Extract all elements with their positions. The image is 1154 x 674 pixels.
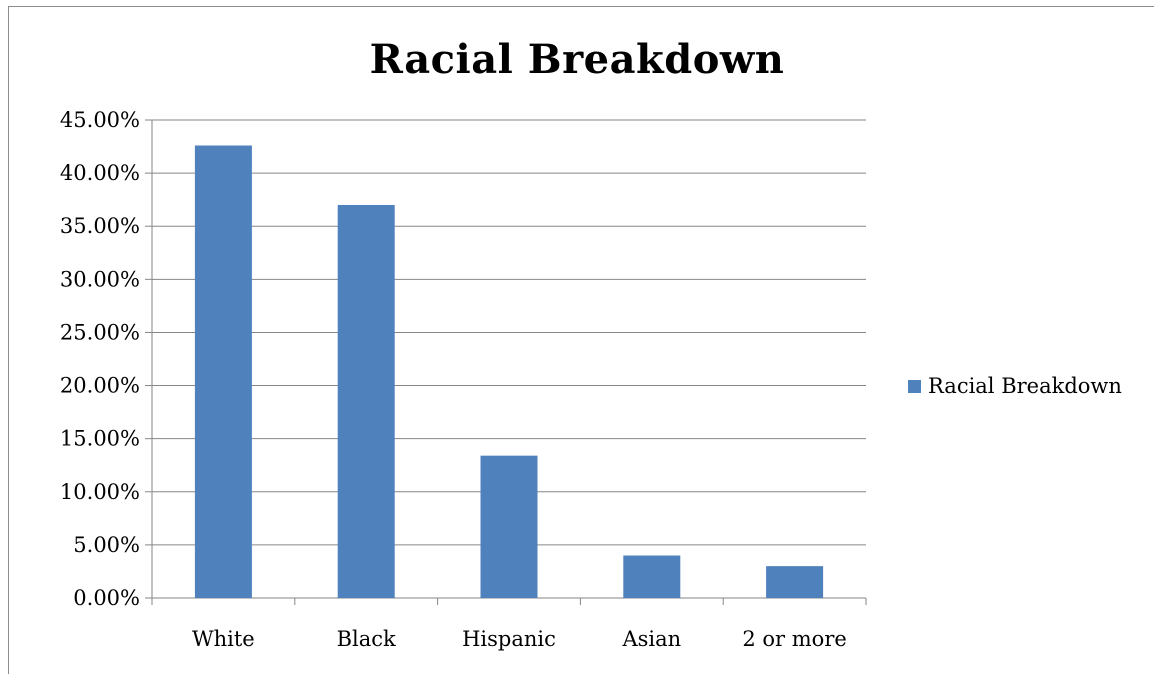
x-tick-label: Asian xyxy=(621,627,681,651)
bar-hispanic xyxy=(480,455,538,598)
bar-asian xyxy=(623,555,681,598)
y-tick-label: 30.00% xyxy=(60,267,140,291)
x-tick-label: Black xyxy=(337,627,396,651)
bar-white xyxy=(194,145,252,598)
bar-black xyxy=(337,204,395,598)
y-tick-label: 45.00% xyxy=(60,108,140,132)
x-tick-label: White xyxy=(192,627,255,651)
y-tick-label: 25.00% xyxy=(60,320,140,344)
y-tick-label: 5.00% xyxy=(73,533,140,557)
chart-title: Racial Breakdown xyxy=(369,36,785,83)
bar-2-or-more xyxy=(766,566,824,598)
y-tick-label: 20.00% xyxy=(60,374,140,398)
y-tick-label: 35.00% xyxy=(60,214,140,238)
legend: Racial Breakdown xyxy=(908,374,1122,398)
y-tick-label: 40.00% xyxy=(60,161,140,185)
y-tick-label: 15.00% xyxy=(60,427,140,451)
legend-swatch xyxy=(908,379,921,393)
y-tick-label: 0.00% xyxy=(73,586,140,610)
legend-label: Racial Breakdown xyxy=(928,374,1122,398)
y-tick-label: 10.00% xyxy=(60,480,140,504)
x-tick-label: 2 or more xyxy=(742,627,846,651)
x-tick-label: Hispanic xyxy=(462,627,556,651)
